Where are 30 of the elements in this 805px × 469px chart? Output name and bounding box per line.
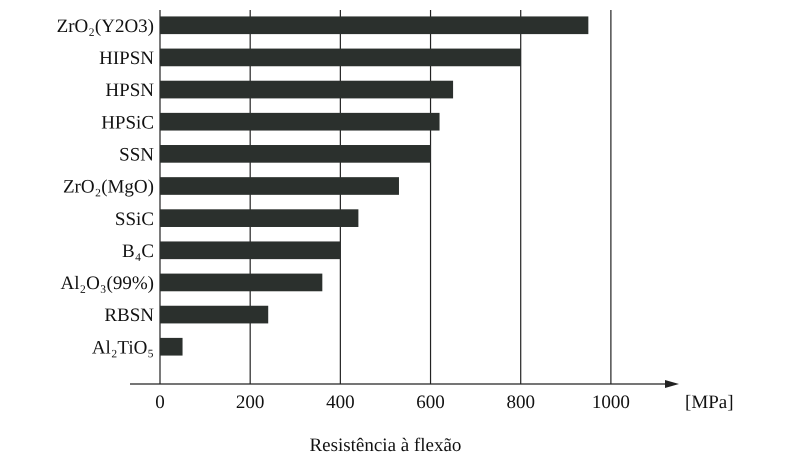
y-tick-label: HPSiC — [101, 112, 154, 134]
y-tick-label: ZrO₂(Y2O3) — [56, 16, 154, 37]
bar — [160, 209, 358, 227]
y-tick-label: SSiC — [114, 208, 154, 230]
x-tick-label: 200 — [236, 392, 264, 413]
bar — [160, 112, 440, 131]
text: [MPa] — [685, 392, 734, 413]
bar — [160, 48, 521, 66]
x-axis-title: Resistência à flexão — [309, 435, 462, 456]
bar — [160, 80, 454, 98]
y-tick-label: Al₂TiO₅ — [92, 337, 154, 358]
bar — [160, 241, 340, 260]
x-tick-label: 0 — [155, 392, 165, 413]
y-tick-label: HIPSN — [99, 48, 154, 70]
bar — [160, 274, 322, 292]
y-tick-label: ZrO₂(MgO) — [62, 176, 154, 198]
y-tick-label: HPSN — [105, 80, 154, 102]
y-tick-label: SSN — [119, 144, 154, 166]
bar — [160, 306, 268, 324]
bar — [160, 16, 588, 34]
x-tick-label: 1000 — [592, 392, 630, 413]
bar — [160, 145, 431, 163]
x-tick-label: 800 — [506, 392, 535, 413]
bar — [160, 338, 183, 356]
bar — [160, 177, 399, 195]
x-tick-label: 600 — [416, 392, 445, 413]
y-tick-label: B₄C — [122, 240, 154, 262]
y-tick-label: Al₂O₃(99%) — [60, 273, 154, 294]
x-tick-label: 400 — [326, 392, 355, 413]
y-tick-label: RBSN — [104, 305, 154, 326]
